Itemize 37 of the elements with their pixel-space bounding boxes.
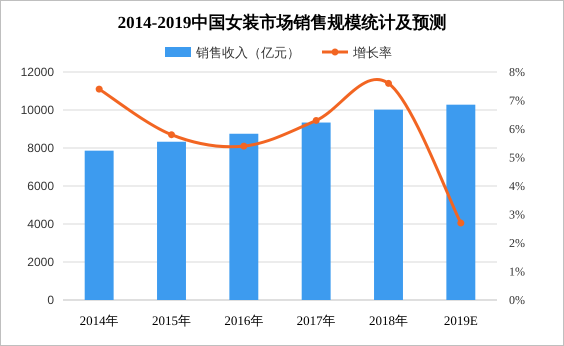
y2-tick-label: 0% [509, 293, 525, 307]
x-tick-label: 2018年 [369, 313, 408, 328]
legend-label: 销售收入（亿元） [195, 45, 300, 60]
point [240, 142, 248, 150]
bar [84, 150, 114, 300]
y2-tick-label: 2% [509, 236, 525, 250]
point [312, 116, 320, 124]
x-tick-label: 2019E [444, 313, 478, 328]
bar [446, 104, 476, 300]
y-tick-label: 6000 [27, 179, 54, 193]
y-tick-label: 12000 [20, 65, 54, 79]
point [457, 220, 464, 227]
y2-tick-label: 4% [509, 179, 525, 193]
bar [374, 110, 403, 300]
bar [302, 122, 331, 300]
point [168, 131, 175, 138]
x-tick-label: 2015年 [152, 313, 191, 328]
y-tick-label: 10000 [20, 103, 54, 117]
bar [157, 142, 186, 300]
y2-tick-label: 5% [509, 150, 525, 164]
chart-title: 2014-2019中国女装市场销售规模统计及预测 [118, 13, 446, 32]
y-tick-label: 8000 [27, 141, 54, 155]
x-tick-label: 2017年 [296, 313, 336, 328]
y2-tick-label: 3% [509, 208, 525, 222]
x-tick-label: 2014年 [80, 313, 119, 328]
y2-tick-label: 8% [509, 65, 525, 79]
y2-tick-label: 7% [509, 94, 525, 108]
point [96, 86, 103, 93]
legend-label: 增长率 [352, 45, 392, 60]
x-tick-label: 2016年 [224, 313, 264, 328]
y-tick-label: 4000 [27, 217, 54, 231]
y-tick-label: 2000 [27, 255, 54, 269]
bar [229, 134, 258, 300]
y2-tick-label: 6% [509, 122, 525, 136]
y2-tick-label: 1% [509, 264, 525, 278]
y-tick-label: 0 [47, 293, 54, 307]
point [385, 80, 392, 87]
